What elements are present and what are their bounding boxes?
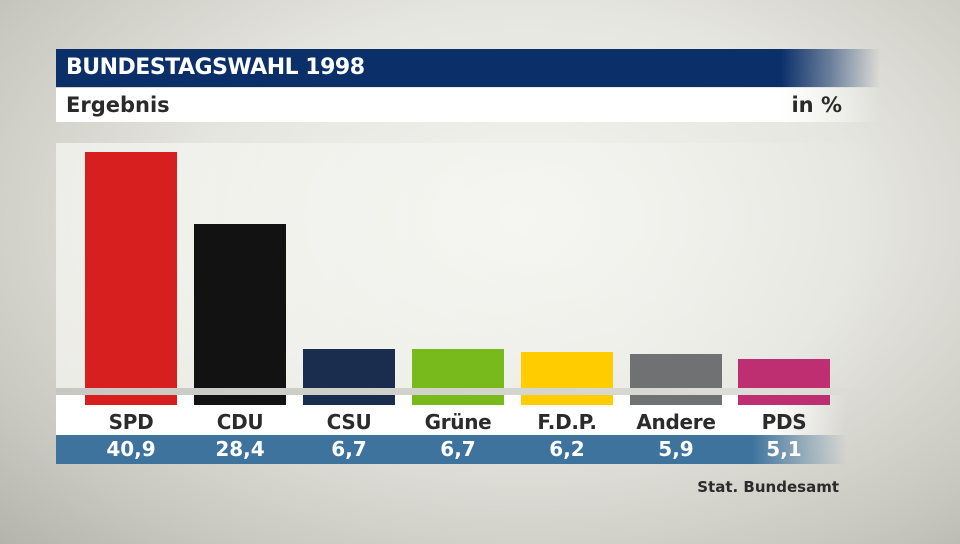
bar-pds: [738, 359, 830, 405]
bar-fill: [738, 359, 830, 388]
chart-title-bar: BUNDESTAGSWAHL 1998: [56, 49, 880, 87]
chart-title: BUNDESTAGSWAHL 1998: [66, 55, 365, 80]
category-label: PDS: [761, 410, 807, 434]
bar-fill: [521, 352, 613, 388]
category-label: CSU: [326, 410, 372, 434]
bar-fill: [194, 224, 286, 388]
chart-subtitle: Ergebnis: [66, 93, 170, 117]
category-label: Andere: [636, 410, 716, 434]
chart-subtitle-bar: Ergebnis in %: [56, 88, 880, 122]
value-band: [56, 435, 846, 464]
value-label: 40,9: [106, 437, 156, 461]
bar-spd: [85, 152, 177, 405]
baseline-strip: [56, 388, 880, 395]
value-label: 6,7: [331, 437, 367, 461]
bar-fill: [630, 354, 722, 388]
bar-base: [630, 395, 722, 405]
bar-fill: [85, 152, 177, 388]
value-label: 5,1: [766, 437, 802, 461]
category-label: Grüne: [424, 410, 492, 434]
category-label: CDU: [216, 410, 264, 434]
bar-grüne: [412, 349, 504, 405]
bar-csu: [303, 349, 395, 405]
value-label: 6,2: [549, 437, 585, 461]
bar-base: [521, 395, 613, 405]
bar-fdp: [521, 352, 613, 405]
bar-base: [85, 395, 177, 405]
source-note: Stat. Bundesamt: [697, 478, 839, 496]
bar-cdu: [194, 224, 286, 405]
value-label: 6,7: [440, 437, 476, 461]
bar-base: [738, 395, 830, 405]
value-label: 5,9: [658, 437, 694, 461]
bar-base: [194, 395, 286, 405]
category-label: SPD: [108, 410, 154, 434]
plot-area: [56, 143, 880, 388]
bar-andere: [630, 354, 722, 405]
bar-fill: [303, 349, 395, 388]
unit-label: in %: [791, 93, 842, 117]
bar-base: [412, 395, 504, 405]
bar-base: [303, 395, 395, 405]
bar-fill: [412, 349, 504, 388]
category-label: F.D.P.: [537, 410, 597, 434]
value-label: 28,4: [215, 437, 265, 461]
